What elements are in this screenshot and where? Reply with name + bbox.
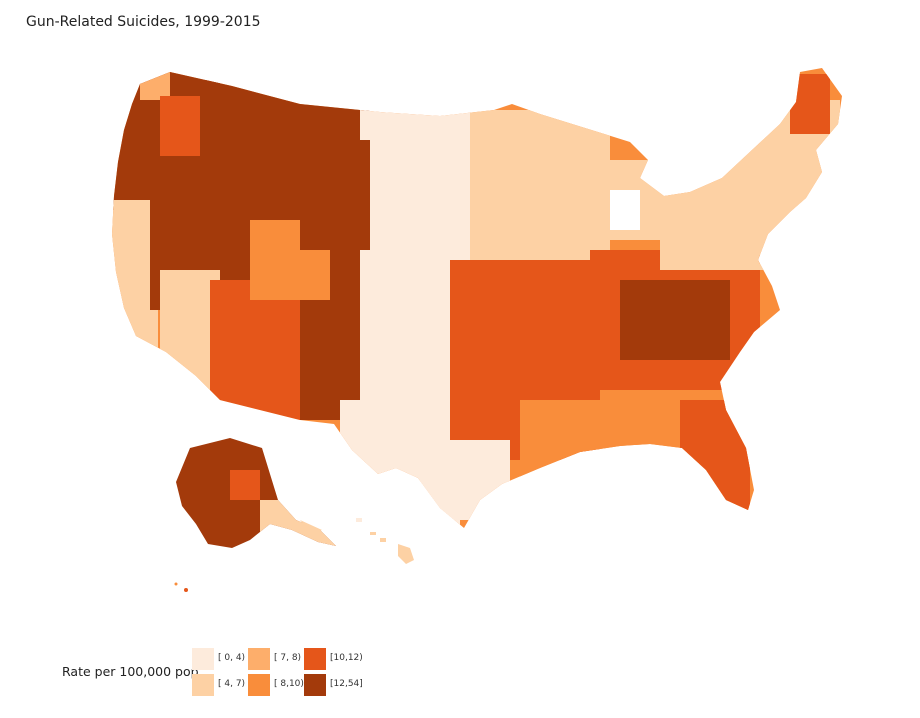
aleutian-island bbox=[174, 582, 178, 586]
legend-swatches: [ 0, 4) [ 4, 7) [ 7, 8) [ 8,10) [10,12) … bbox=[192, 648, 392, 698]
legend-title: Rate per 100,000 pop. bbox=[62, 664, 203, 679]
legend-label: [ 0, 4) bbox=[218, 653, 246, 663]
legend-swatch bbox=[192, 674, 214, 696]
legend-swatch bbox=[304, 648, 326, 670]
legend-label: [12,54] bbox=[330, 679, 363, 689]
legend-swatch bbox=[192, 648, 214, 670]
legend-label: [ 7, 8) bbox=[274, 653, 302, 663]
chart-title: Gun-Related Suicides, 1999-2015 bbox=[26, 14, 261, 30]
aleutian-island bbox=[184, 588, 188, 592]
legend-label: [ 4, 7) bbox=[218, 679, 246, 689]
hawaii-island bbox=[356, 518, 362, 522]
hawaii-island bbox=[370, 532, 376, 535]
hawaii-island bbox=[380, 538, 386, 542]
legend-swatch bbox=[248, 648, 270, 670]
legend-swatch bbox=[248, 674, 270, 696]
legend-swatch bbox=[304, 674, 326, 696]
hawaii-big-island bbox=[398, 544, 414, 564]
legend-label: [ 8,10) bbox=[274, 679, 304, 689]
alaska-panhandle bbox=[300, 520, 322, 534]
legend-label: [10,12) bbox=[330, 653, 363, 663]
